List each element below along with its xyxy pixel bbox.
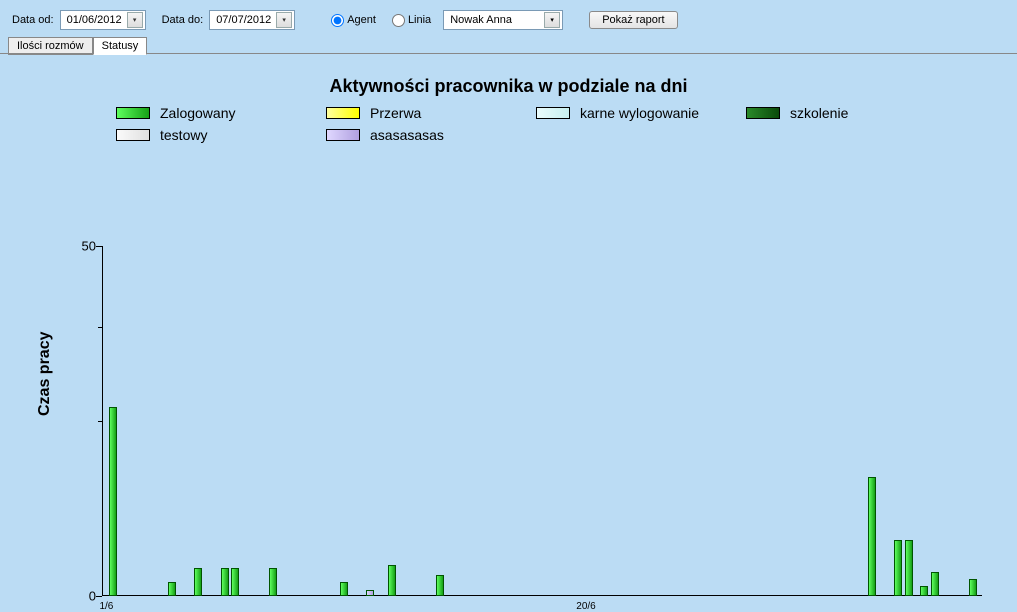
chart-bar — [905, 540, 913, 596]
legend-item: karne wylogowanie — [536, 105, 716, 121]
chart-bar — [269, 568, 277, 596]
legend-swatch — [746, 107, 780, 119]
chart-legend: Zalogowany Przerwa karne wylogowanie szkole… — [116, 105, 876, 143]
x-tick-label: 20/6 — [576, 601, 595, 612]
chart-area: Aktywności pracownika w podziale na dni … — [6, 76, 1011, 556]
x-tick-label: 1/6 — [99, 601, 113, 612]
tab-statusy[interactable]: Statusy — [93, 37, 148, 55]
tab-divider — [0, 53, 1017, 54]
y-tick — [96, 246, 102, 247]
y-tick — [96, 596, 102, 597]
chart-bar — [969, 579, 977, 597]
chart-bar — [231, 568, 239, 596]
toolbar: Data od: ▾ Data do: ▾ Agent Linia Nowak … — [0, 0, 1017, 36]
legend-item: Zalogowany — [116, 105, 296, 121]
legend-item: testowy — [116, 127, 296, 143]
y-minor-tick — [98, 421, 102, 422]
chart-bar — [436, 575, 444, 596]
date-to-label: Data do: — [162, 14, 204, 26]
legend-swatch — [116, 107, 150, 119]
calendar-icon[interactable]: ▾ — [276, 12, 292, 28]
tabs: Ilości rozmów Statusy — [0, 36, 1017, 54]
y-tick-label: 0 — [72, 589, 96, 604]
agent-select[interactable]: Nowak Anna ▾ — [443, 10, 563, 30]
y-minor-tick — [98, 327, 102, 328]
chevron-down-icon: ▾ — [544, 12, 560, 28]
chart-title: Aktywności pracownika w podziale na dni — [6, 76, 1011, 97]
show-report-button[interactable]: Pokaż raport — [589, 11, 677, 29]
date-to-picker[interactable]: ▾ — [209, 10, 295, 30]
date-from-label: Data od: — [12, 14, 54, 26]
date-from-input[interactable] — [65, 13, 127, 27]
chart-bar — [920, 586, 928, 597]
radio-linia-label: Linia — [408, 14, 431, 26]
legend-label: testowy — [160, 127, 207, 143]
chart-bar — [340, 582, 348, 596]
legend-swatch — [116, 129, 150, 141]
calendar-icon[interactable]: ▾ — [127, 12, 143, 28]
radio-agent[interactable] — [331, 14, 344, 27]
y-axis-title: Czas pracy — [36, 332, 54, 417]
legend-item: asasasasas — [326, 127, 506, 143]
legend-label: Zalogowany — [160, 105, 236, 121]
chart-bar — [168, 582, 176, 596]
chart-plot: 0501/620/6 — [102, 246, 982, 596]
chart-bar — [109, 407, 117, 596]
date-from-picker[interactable]: ▾ — [60, 10, 146, 30]
legend-label: asasasasas — [370, 127, 444, 143]
chart-bar — [894, 540, 902, 596]
chart-bar — [931, 572, 939, 597]
radio-agent-label: Agent — [347, 14, 376, 26]
legend-swatch — [536, 107, 570, 119]
legend-item: Przerwa — [326, 105, 506, 121]
y-tick-label: 50 — [72, 239, 96, 254]
date-to-input[interactable] — [214, 13, 276, 27]
chart-bar — [366, 590, 374, 596]
legend-item: szkolenie — [746, 105, 926, 121]
legend-label: szkolenie — [790, 105, 848, 121]
radio-linia[interactable] — [392, 14, 405, 27]
legend-label: Przerwa — [370, 105, 421, 121]
chart-bar — [194, 568, 202, 596]
legend-swatch — [326, 129, 360, 141]
agent-select-value: Nowak Anna — [450, 14, 512, 26]
legend-swatch — [326, 107, 360, 119]
y-axis-line — [102, 246, 103, 596]
chart-bar — [221, 568, 229, 596]
chart-bar — [388, 565, 396, 597]
chart-bar — [868, 477, 876, 596]
legend-label: karne wylogowanie — [580, 105, 699, 121]
